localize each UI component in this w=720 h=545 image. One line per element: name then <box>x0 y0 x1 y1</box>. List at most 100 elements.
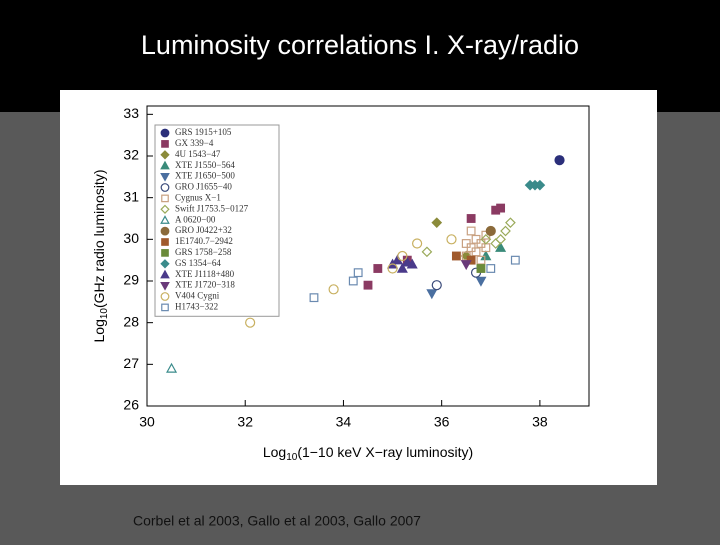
data-point <box>348 276 358 286</box>
legend-marker <box>160 183 170 192</box>
data-point <box>466 226 476 236</box>
legend-label: H1743−322 <box>175 301 218 311</box>
ylabel-label-part: Log <box>91 319 107 342</box>
y-tick-label: 33 <box>123 105 139 121</box>
data-point <box>495 241 507 252</box>
y-tick-label: 32 <box>123 147 139 163</box>
data-point <box>426 289 438 300</box>
legend-marker <box>160 204 170 214</box>
ylabel-label-part: (GHz radio luminosity) <box>91 170 107 308</box>
legend-box <box>154 124 280 317</box>
y-tick-label: 30 <box>123 230 139 246</box>
legend-label: GRS 1915+105 <box>175 127 232 137</box>
data-point <box>496 203 506 213</box>
legend-marker <box>161 238 169 246</box>
data-point <box>466 214 476 223</box>
y-tick-label: 26 <box>123 397 139 413</box>
data-point <box>353 268 363 278</box>
legend-label: XTE J1118+480 <box>175 269 235 279</box>
xlabel-label-part: Log <box>263 444 286 460</box>
legend-marker <box>160 150 170 160</box>
data-point <box>412 238 423 249</box>
data-point <box>486 264 496 273</box>
data-point <box>460 260 472 271</box>
slide-title: Luminosity correlations I. X-ray/radio <box>141 30 579 60</box>
y-tick-label: 28 <box>123 313 139 329</box>
legend-label: Cygnus X−1 <box>175 192 221 202</box>
y-tick-label: 29 <box>123 272 139 288</box>
x-tick-label: 32 <box>237 414 253 430</box>
legend-label: XTE J1650−500 <box>175 171 235 181</box>
legend-label: Swift J1753.5−0127 <box>175 203 249 213</box>
data-point <box>396 262 408 273</box>
data-point <box>510 255 520 265</box>
legend-label: GX 339−4 <box>175 138 214 148</box>
data-point <box>309 293 319 303</box>
legend-marker <box>160 215 170 224</box>
data-point <box>475 276 487 287</box>
data-point <box>471 247 481 257</box>
legend-label: 1E1740.7−2942 <box>175 236 233 246</box>
data-point <box>397 250 408 262</box>
legend-marker <box>160 259 170 269</box>
data-point <box>446 234 457 245</box>
legend-marker <box>161 140 169 148</box>
y-tick-label: 31 <box>123 188 139 204</box>
data-point <box>373 264 383 273</box>
legend-label: GRO J0422+32 <box>175 225 232 235</box>
x-tick-label: 34 <box>336 414 352 430</box>
data-point <box>534 179 546 191</box>
legend-marker <box>160 172 170 182</box>
data-point <box>363 280 373 290</box>
data-point <box>451 251 461 261</box>
data-point <box>431 280 442 291</box>
data-point <box>554 155 565 166</box>
x-tick-label: 36 <box>434 414 450 430</box>
ylabel-label-part: 10 <box>99 308 110 320</box>
legend-label: XTE J1550−564 <box>175 160 235 170</box>
data-point <box>166 362 178 373</box>
legend-label: GS 1354−64 <box>175 258 221 268</box>
legend-marker <box>161 249 169 257</box>
plot-frame <box>146 105 590 407</box>
legend-marker <box>160 269 170 279</box>
data-point <box>500 225 511 237</box>
legend-marker <box>160 128 170 138</box>
legend-label: XTE J1720−318 <box>175 280 235 290</box>
data-point <box>490 238 502 249</box>
data-point <box>328 284 339 295</box>
legend-marker <box>161 194 169 203</box>
x-tick-label: 38 <box>532 414 548 430</box>
x-tick-label: 30 <box>139 414 155 430</box>
data-point <box>421 246 433 258</box>
data-point <box>387 263 398 274</box>
legend-marker <box>161 303 169 312</box>
data-point <box>476 264 486 273</box>
ylabel-label: Log10(GHz radio luminosity) <box>91 170 110 343</box>
data-point <box>485 225 496 237</box>
xlabel-label-part: (1−10 keV X−ray luminosity) <box>297 444 473 460</box>
legend-label: GRO J1655−40 <box>175 182 232 192</box>
y-tick-label: 27 <box>123 355 139 371</box>
legend-marker <box>160 160 170 170</box>
data-point <box>505 217 516 229</box>
legend-label: GRS 1758−258 <box>175 247 232 257</box>
xlabel-label: Log10(1−10 keV X−ray luminosity) <box>263 444 473 463</box>
legend-marker <box>160 292 170 301</box>
xlabel-label-part: 10 <box>286 452 298 463</box>
data-point <box>480 233 492 245</box>
legend-label: A 0620−00 <box>175 214 216 224</box>
legend-marker <box>160 281 170 291</box>
legend-label: V404 Cygni <box>175 291 220 301</box>
data-point <box>406 258 418 269</box>
data-point <box>245 317 256 328</box>
legend-label: 4U 1543−47 <box>175 149 221 159</box>
data-point <box>431 217 443 229</box>
data-point <box>476 255 486 265</box>
data-point <box>461 239 471 248</box>
legend-marker <box>160 226 170 236</box>
data-point <box>480 250 492 261</box>
caption: Corbel et al 2003, Gallo et al 2003, Gal… <box>133 513 421 529</box>
